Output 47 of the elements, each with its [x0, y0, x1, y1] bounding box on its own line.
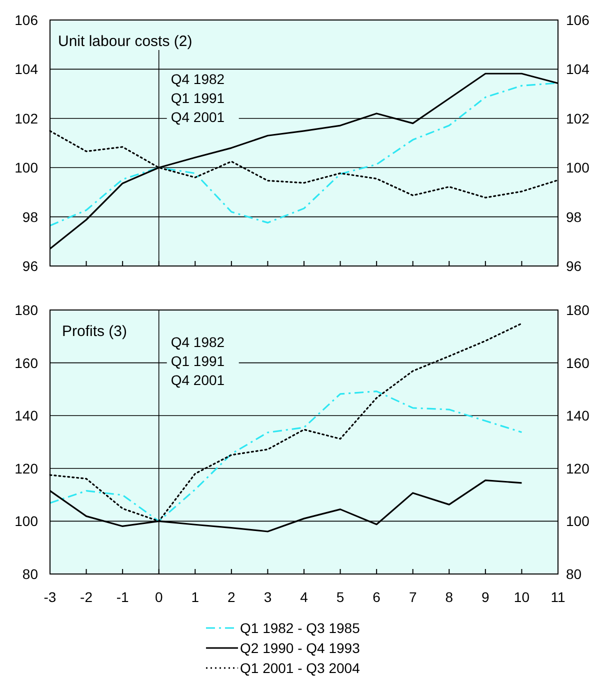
y-tick-label: 102 [14, 110, 38, 126]
y-tick-label: 96 [22, 258, 38, 274]
y2-tick-label: 98 [566, 208, 582, 225]
y2-tick-label: 102 [566, 110, 590, 126]
x-tick-label: 3 [264, 589, 272, 605]
y2-tick-label: 96 [566, 258, 582, 274]
x-tick-label: 10 [514, 589, 530, 605]
x-tick-label: 8 [445, 589, 454, 605]
x-tick-label: -2 [80, 589, 93, 605]
text: Profits (3) [62, 323, 128, 340]
y2-tick-label: 100 [566, 513, 590, 530]
y-tick-label: 120 [14, 460, 38, 476]
y-tick-label: 180 [14, 302, 38, 318]
y-tick-label: 160 [14, 354, 38, 371]
x-tick-label: 7 [408, 589, 417, 605]
y-tick-label: 100 [14, 513, 38, 530]
y-tick-label: 106 [14, 12, 38, 28]
legend-label: Q1 1982 - Q3 1985 [240, 620, 360, 636]
y2-tick-label: 180 [566, 302, 590, 318]
y2-tick-label: 100 [566, 160, 590, 176]
y-tick-label: 140 [14, 408, 38, 424]
ref-line-label: Q4 1982 Q1 1991 Q4 2001 [170, 334, 225, 388]
legend-label: Q1 2001 - Q3 2004 [240, 660, 360, 676]
y-tick-label: 98 [22, 208, 38, 225]
x-tick-label: -1 [116, 589, 130, 605]
x-tick-label: -3 [44, 589, 56, 605]
y-tick-label: 100 [14, 160, 38, 176]
y-tick-label: 80 [22, 566, 38, 582]
x-tick-label: 6 [372, 589, 381, 605]
y-tick-label: 104 [14, 61, 38, 78]
y2-tick-label: 104 [566, 61, 590, 78]
legend-label: Q2 1990 - Q4 1993 [240, 640, 360, 656]
y2-tick-label: 120 [566, 460, 590, 476]
x-tick-label: 11 [550, 589, 566, 605]
y2-tick-label: 140 [566, 408, 590, 424]
x-tick-label: 0 [154, 589, 163, 605]
x-tick-label: 5 [336, 589, 344, 605]
y2-tick-label: 160 [566, 354, 590, 371]
line-series [49, 390, 523, 522]
y2-tick-label: 106 [566, 12, 590, 28]
y2-tick-label: 80 [566, 566, 582, 582]
x-tick-label: 4 [300, 589, 308, 605]
x-tick-label: 9 [482, 589, 490, 605]
text: Unit labour costs (2) [58, 33, 192, 50]
ref-line-label: Q4 1982 Q1 1991 Q4 2001 [170, 70, 225, 125]
x-tick-label: 2 [228, 589, 236, 605]
x-tick-label: 1 [191, 589, 200, 605]
